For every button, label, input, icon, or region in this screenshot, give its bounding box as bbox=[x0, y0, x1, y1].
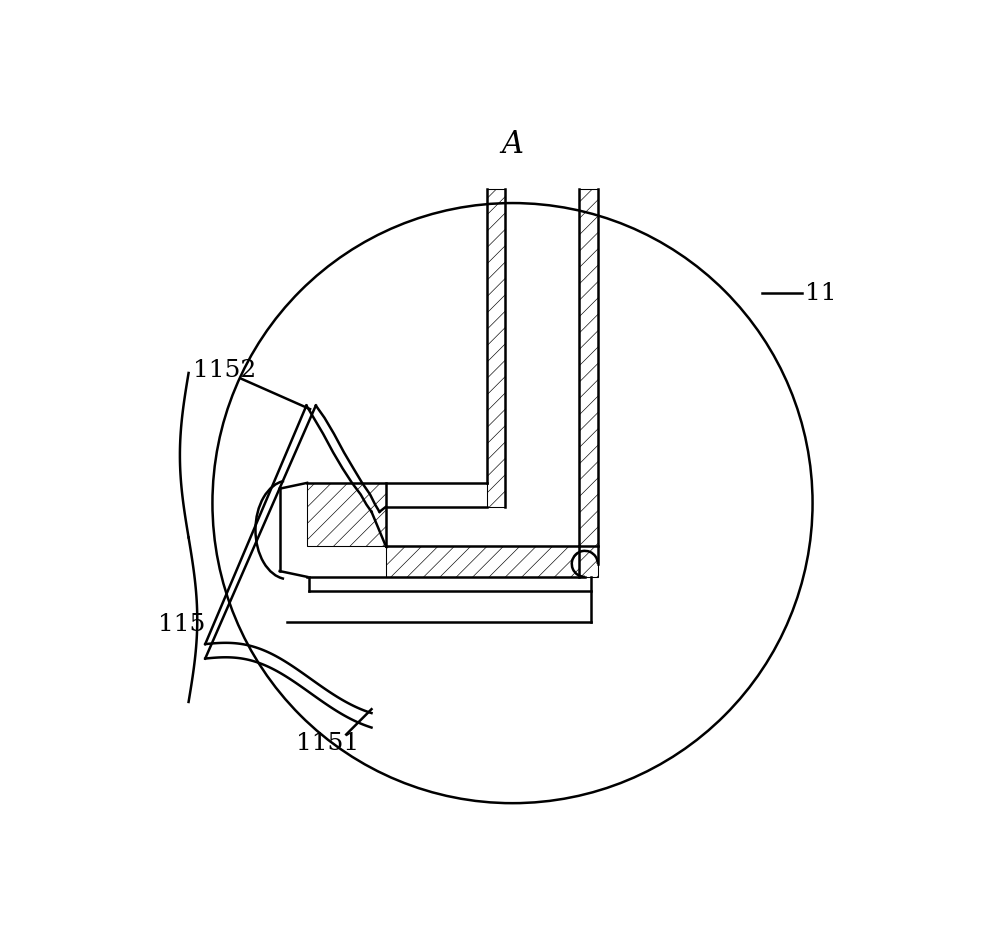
Text: 115: 115 bbox=[158, 613, 206, 636]
Text: 11: 11 bbox=[805, 282, 837, 305]
Text: 1151: 1151 bbox=[296, 731, 359, 755]
Text: 1152: 1152 bbox=[193, 360, 256, 382]
Text: A: A bbox=[502, 129, 524, 160]
